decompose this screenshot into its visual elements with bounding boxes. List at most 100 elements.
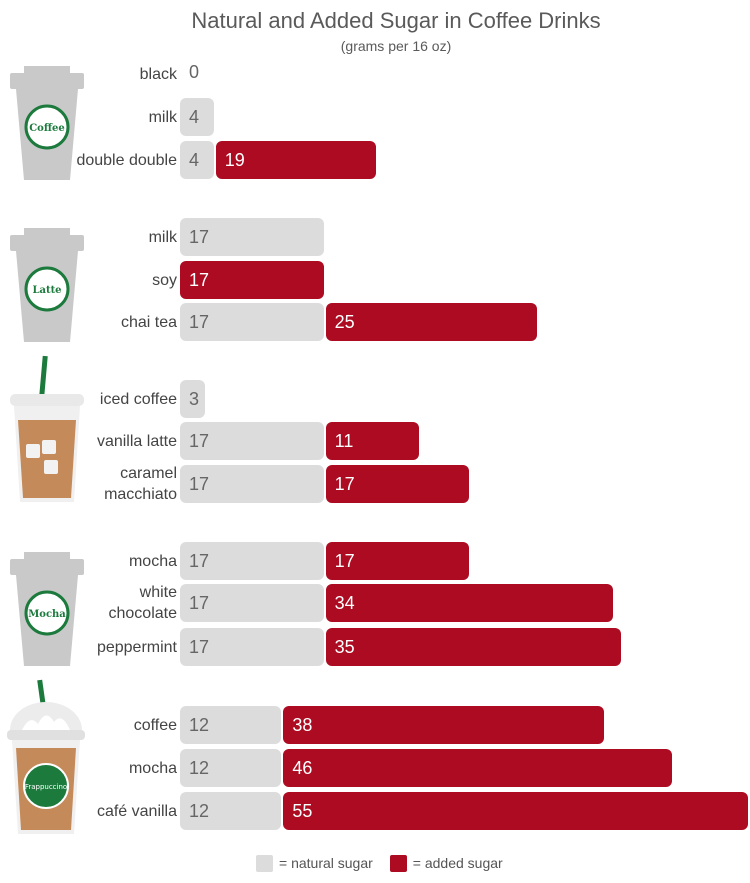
row-label-line: iced coffee: [99, 390, 177, 408]
legend-label-natural: = natural sugar: [279, 855, 373, 871]
natural-sugar-bar: [180, 98, 214, 136]
natural-sugar-value: 12: [189, 758, 210, 778]
natural-sugar-value: 3: [189, 389, 200, 409]
added-sugar-bar: [283, 706, 605, 744]
added-sugar-bar: [325, 542, 470, 580]
natural-sugar-value: 4: [189, 150, 200, 170]
row-label: soy: [152, 270, 177, 291]
natural-sugar-value: 17: [189, 474, 210, 494]
legend-item-natural: = natural sugar: [256, 854, 373, 872]
natural-sugar-bar: [180, 380, 206, 418]
coffee-cup-icon: Coffee: [10, 66, 84, 180]
added-sugar-value: 11: [334, 431, 354, 451]
row-label-line: mocha: [128, 759, 177, 777]
natural-sugar-bar: [180, 749, 282, 787]
frappuccino-cup-icon: Frappuccino: [7, 679, 85, 834]
row-label: peppermint: [97, 637, 177, 658]
latte-cup-label: Latte: [32, 285, 61, 296]
natural-sugar-bar: [180, 584, 324, 622]
row-label-line: café vanilla: [96, 802, 177, 820]
natural-sugar-bar: [180, 303, 324, 341]
added-sugar-bar: [180, 261, 324, 299]
row-label: double double: [76, 150, 177, 171]
natural-sugar-value: 17: [189, 312, 210, 332]
coffee-cup-label: Coffee: [29, 123, 65, 134]
frappuccino-cup-label: Frappuccino: [25, 783, 67, 791]
natural-sugar-value: 17: [189, 637, 210, 657]
legend-swatch-natural: [256, 854, 273, 872]
natural-sugar-bar: [180, 465, 324, 503]
row-label-line: peppermint: [96, 638, 177, 656]
natural-sugar-bar: [180, 792, 282, 830]
mocha-cup-icon: Mocha: [10, 552, 84, 666]
row-label-line: milk: [148, 108, 177, 126]
latte-cup-icon: Latte: [10, 228, 84, 342]
natural-sugar-bar: [180, 422, 324, 460]
added-sugar-bar: [325, 584, 613, 622]
added-sugar-bar: [325, 628, 622, 666]
row-label-line: chai tea: [120, 313, 177, 331]
row-label-line: soy: [152, 271, 177, 289]
row-label: iced coffee: [100, 389, 177, 410]
added-sugar-value: 38: [292, 715, 313, 735]
added-sugar-value: 46: [292, 758, 313, 778]
added-sugar-bar: [325, 303, 537, 341]
chart-legend: = natural sugar = added sugar: [256, 852, 520, 874]
iced-coffee-cup-icon: [10, 355, 84, 502]
added-sugar-bar: [283, 749, 673, 787]
added-sugar-bar: [215, 141, 377, 179]
added-sugar-bar: [325, 465, 470, 503]
natural-sugar-value: 0: [189, 62, 200, 82]
natural-sugar-value: 17: [189, 431, 210, 451]
natural-sugar-value: 17: [189, 227, 210, 247]
row-label-line: black: [139, 65, 177, 83]
row-label-line: coffee: [133, 716, 177, 734]
natural-sugar-value: 17: [189, 551, 210, 571]
row-label-line: macchiato: [104, 486, 177, 503]
added-sugar-value: 35: [334, 637, 355, 657]
chart-title: Natural and Added Sugar in Coffee Drinks: [191, 8, 601, 33]
row-label: chai tea: [121, 312, 177, 333]
natural-sugar-bar: [180, 706, 282, 744]
row-label-line: chocolate: [108, 605, 178, 622]
row-label-line: mocha: [128, 552, 177, 570]
natural-sugar-value: 12: [189, 801, 210, 821]
natural-sugar-bar: [180, 141, 214, 179]
row-label: mocha: [129, 551, 177, 572]
row-label: milk: [149, 227, 177, 248]
natural-sugar-bar: [180, 218, 324, 256]
row-label: caramel macchiato: [104, 463, 177, 505]
row-label-line: white: [139, 584, 177, 601]
row-label-line: vanilla latte: [96, 432, 177, 450]
natural-sugar-value: 12: [189, 715, 210, 735]
added-sugar-value: 55: [292, 801, 313, 821]
natural-sugar-bar: [180, 542, 324, 580]
natural-sugar-value: 17: [189, 593, 210, 613]
mocha-cup-label: Mocha: [28, 609, 66, 620]
chart-subtitle: (grams per 16 oz): [340, 38, 452, 54]
added-sugar-value: 25: [334, 312, 355, 332]
added-sugar-value: 17: [334, 551, 355, 571]
row-label: vanilla latte: [97, 431, 177, 452]
row-label-line: double double: [76, 151, 177, 169]
row-label: coffee: [134, 715, 177, 736]
row-label: mocha: [129, 758, 177, 779]
added-sugar-bar: [283, 792, 749, 830]
row-label-line: milk: [148, 228, 177, 246]
added-sugar-value: 17: [189, 270, 210, 290]
legend-label-added: = added sugar: [412, 855, 503, 871]
legend-swatch-added: [389, 854, 407, 872]
added-sugar-value: 17: [334, 474, 355, 494]
row-label: white chocolate: [109, 582, 178, 624]
row-label-line: caramel: [120, 465, 177, 482]
added-sugar-bar: [325, 422, 419, 460]
natural-sugar-value: 4: [189, 107, 200, 127]
legend-item-added: = added sugar: [389, 854, 503, 872]
row-label: café vanilla: [97, 801, 177, 822]
added-sugar-value: 34: [334, 593, 355, 613]
added-sugar-value: 19: [224, 150, 245, 170]
row-label: milk: [149, 107, 177, 128]
natural-sugar-bar: [180, 628, 324, 666]
row-label: black: [140, 64, 177, 85]
